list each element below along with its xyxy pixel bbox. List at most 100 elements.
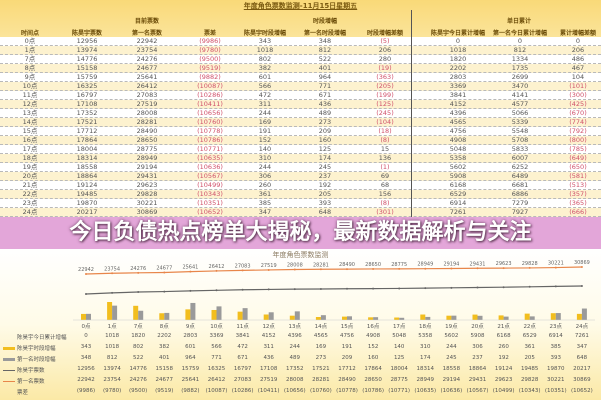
chart-table-cell: 27519 <box>259 377 278 383</box>
line-point <box>424 267 427 270</box>
line-point <box>554 285 557 288</box>
table-cell: 19124 <box>76 181 98 189</box>
table-cell: (10567) <box>197 172 223 180</box>
line-point <box>450 286 453 289</box>
table-row: 15点 17712 28490 (10778) 191 209 (18) 4756 5548 (7… <box>0 127 601 136</box>
line-point <box>137 290 140 293</box>
chart-table-cell: 306 <box>472 344 483 350</box>
table-cell: (10635) <box>197 154 223 162</box>
bar <box>529 316 535 320</box>
table-cell: 104 <box>571 73 585 81</box>
table-cell: (513) <box>569 181 587 189</box>
x-tick-label: 24点 <box>576 323 589 330</box>
table-cell: 244 <box>258 163 272 171</box>
table-cell: 206 <box>571 46 585 54</box>
bar <box>581 308 587 320</box>
data-label: 24677 <box>156 265 172 271</box>
chart-table-cell: (10087) <box>205 388 228 394</box>
bar <box>112 305 118 320</box>
chart-table-cell: (10778) <box>336 388 358 394</box>
chart-table-cell: 1018 <box>105 344 120 350</box>
table-cell: 6914 <box>449 199 467 207</box>
table-cell: 205 <box>318 190 332 198</box>
table-row: 12点 17108 27519 (10411) 311 436 (125) 4152 4577 (… <box>0 100 601 109</box>
table-cell: 393 <box>318 199 332 207</box>
data-label: 28949 <box>417 262 433 268</box>
bar <box>216 306 222 320</box>
chart-table-cell: 436 <box>263 355 274 361</box>
chart-table-cell: 152 <box>367 344 379 350</box>
bar <box>107 302 113 320</box>
chart-table-cell: 5048 <box>392 333 407 339</box>
data-label: 23754 <box>104 266 120 272</box>
legend-line <box>3 336 15 339</box>
line-point <box>293 288 296 291</box>
bar <box>185 309 191 320</box>
bar <box>451 315 457 320</box>
table-cell: 15点 <box>22 127 38 135</box>
table-cell: (5) <box>380 37 390 45</box>
chart-table-cell: 191 <box>341 344 353 350</box>
data-label: 29431 <box>470 261 486 267</box>
table-cell: (9500) <box>199 55 221 63</box>
table-cell: 4396 <box>449 109 467 117</box>
table-cell: (10351) <box>197 199 223 207</box>
chart-table-cell: 964 <box>185 355 196 361</box>
legend-item: 陈昊宇票数 <box>3 366 45 374</box>
table-cell: 19485 <box>76 190 98 198</box>
x-tick-label: 16点 <box>367 323 380 330</box>
table-cell: (774) <box>569 118 587 126</box>
table-cell: 6681 <box>511 181 529 189</box>
table-cell: 68 <box>380 181 390 189</box>
chart-table-cell: 771 <box>211 355 222 361</box>
line-point <box>241 269 244 272</box>
line-point <box>189 270 192 273</box>
data-label: 24276 <box>130 266 146 272</box>
combo-chart: 22942 23754 24276 24677 25641 26412 27083 27519… <box>73 260 595 330</box>
data-label: 28650 <box>365 262 381 268</box>
chart-table-cell: 209 <box>341 355 353 361</box>
table-cell: (10087) <box>197 82 223 90</box>
table-cell: (10656) <box>197 109 223 117</box>
table-cell: (365) <box>569 199 587 207</box>
bar <box>315 317 321 320</box>
table-cell: 2699 <box>511 73 529 81</box>
line-point <box>319 287 322 290</box>
chart-table-cell: 16325 <box>207 366 226 372</box>
line-point <box>398 267 401 270</box>
table-cell: 29194 <box>136 163 158 171</box>
table-cell: 6886 <box>511 190 529 198</box>
line-point <box>163 271 166 274</box>
table-row: 13点 17352 28008 (10656) 244 489 (245) 4396 5066 (… <box>0 109 601 118</box>
table-cell: 311 <box>258 100 272 108</box>
data-label: 30221 <box>548 261 564 267</box>
chart-table-cell: 19124 <box>494 366 513 372</box>
line-point <box>476 286 479 289</box>
data-label: 29828 <box>522 261 538 267</box>
chart-table-cell: 28775 <box>390 377 408 383</box>
line-point <box>319 268 322 271</box>
chart-table-cell: 17712 <box>338 366 356 372</box>
chart-table-cell: 4396 <box>287 333 302 339</box>
table-cell: (10636) <box>197 163 223 171</box>
table-cell: 20217 <box>76 208 98 216</box>
table-cell: 18314 <box>76 154 98 162</box>
chart-table-cell: 244 <box>446 344 457 350</box>
table-cell: 9点 <box>24 73 36 81</box>
bar <box>289 315 295 320</box>
bar <box>342 316 347 320</box>
chart-table-cell: 13974 <box>103 366 121 372</box>
chart-table-cell: 472 <box>237 344 248 350</box>
line-point <box>346 268 348 271</box>
table-cell: 1334 <box>511 55 529 63</box>
bar <box>503 316 509 320</box>
bar <box>550 313 556 320</box>
table-cell: 343 <box>258 37 272 45</box>
table-cell: 5908 <box>449 172 467 180</box>
table-cell: (581) <box>569 172 587 180</box>
line-point <box>293 268 296 271</box>
chart-table-cell: 1820 <box>131 333 146 339</box>
table-cell: 10点 <box>22 82 38 90</box>
chart-table-cell: 273 <box>315 355 327 361</box>
table-cell: 6529 <box>449 190 467 198</box>
